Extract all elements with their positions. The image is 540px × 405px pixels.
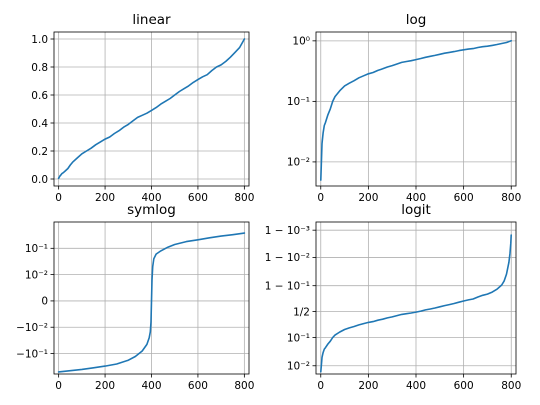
- subplot-title: symlog: [127, 202, 176, 218]
- series-line: [57, 38, 246, 180]
- x-tick-label: 400: [141, 192, 161, 204]
- x-tick-label: 600: [188, 192, 208, 204]
- y-tick-label: 10⁻²: [287, 361, 310, 373]
- y-tick-label: −10⁻¹: [16, 348, 48, 360]
- y-tick-label: 10⁻¹: [287, 332, 310, 344]
- x-tick-label: 400: [141, 380, 161, 392]
- subplot-symlog: 0 200 400 600 800 −10⁻¹ −10⁻² 0 10⁻² 10⁻¹ symlog: [16, 202, 254, 392]
- subplot-log: 0 200 400 600 800 10⁻² 10⁻¹ 10⁰ log: [287, 12, 521, 204]
- y-tick-label: 1 − 10⁻²: [265, 252, 310, 264]
- x-tick-label: 400: [406, 192, 426, 204]
- x-tick-label: 200: [95, 380, 115, 392]
- series-line: [57, 232, 246, 373]
- y-tick-label: 0: [41, 296, 48, 308]
- y-tick-label: 1 − 10⁻³: [265, 225, 310, 237]
- subplot-title: linear: [132, 12, 171, 28]
- y-tick-label: 0.2: [31, 146, 48, 158]
- x-tick-label: 200: [358, 380, 378, 392]
- subplot-title: logit: [401, 202, 431, 218]
- x-tick-label: 600: [454, 380, 474, 392]
- x-tick-label: 0: [55, 380, 62, 392]
- y-tick-label: 1/2: [293, 306, 310, 318]
- x-tick-label: 0: [55, 192, 62, 204]
- y-tick-label: 0.6: [31, 90, 48, 102]
- subplot-logit: 0 200 400 600 800 10⁻² 10⁻¹ 1/2 1 − 10⁻¹ 1 − 10⁻²…: [265, 202, 522, 392]
- x-tick-label: 800: [501, 192, 521, 204]
- series-line: [320, 40, 512, 181]
- x-tick-label: 0: [317, 380, 324, 392]
- y-tick-label: 0.0: [31, 174, 48, 186]
- x-tick-label: 600: [188, 380, 208, 392]
- y-tick-label: 1.0: [31, 34, 48, 46]
- x-tick-label: 800: [234, 192, 254, 204]
- subplot-linear: 0 200 400 600 800 0.0 0.2 0.4 0.6 0.8 1.0 linear: [31, 12, 254, 204]
- x-tick-label: 800: [501, 380, 521, 392]
- y-tick-label: 1 − 10⁻¹: [265, 280, 310, 292]
- y-tick-label: 10⁻¹: [25, 243, 48, 255]
- x-tick-label: 200: [95, 192, 115, 204]
- y-tick-label: 10⁻²: [25, 269, 48, 281]
- x-tick-label: 200: [358, 192, 378, 204]
- y-tick-label: 0.4: [31, 118, 48, 130]
- x-tick-label: 0: [317, 192, 324, 204]
- y-tick-label: −10⁻²: [16, 322, 48, 334]
- y-tick-label: 10⁻¹: [287, 96, 310, 108]
- x-tick-label: 400: [406, 380, 426, 392]
- x-tick-label: 600: [454, 192, 474, 204]
- y-tick-label: 0.8: [31, 62, 48, 74]
- x-tick-label: 800: [234, 380, 254, 392]
- y-tick-label: 10⁰: [292, 36, 310, 48]
- y-tick-label: 10⁻²: [287, 157, 310, 169]
- series-line: [320, 234, 512, 373]
- subplot-title: log: [406, 12, 427, 28]
